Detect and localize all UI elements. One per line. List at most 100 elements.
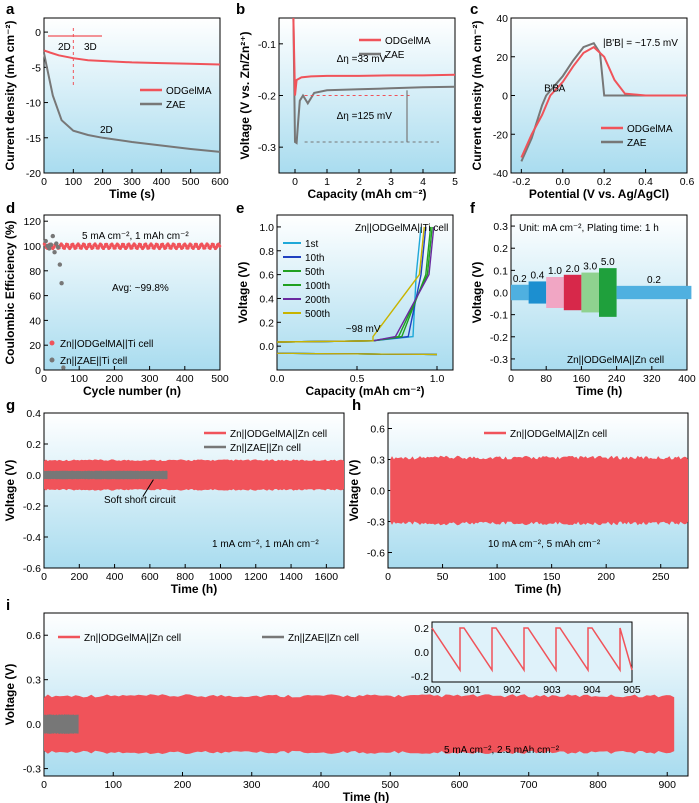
y-tick-label: 40 [496,13,508,25]
x-tick-label: 4 [420,176,426,188]
x-tick-label: 300 [123,176,141,188]
x-tick-label: 1200 [244,571,268,583]
legend-zae-marker [49,357,55,363]
y-axis-label: Voltage (V) [236,262,250,324]
x-tick-label: 250 [652,571,670,583]
point-odgelma [116,243,120,247]
x-axis-label: Time (h) [515,582,561,596]
point-odgelma [138,242,143,247]
panel-letter-g: g [6,397,15,414]
x-tick-label: 1 [324,176,330,188]
series-zae-line [292,17,456,145]
y-tick-label: 0.6 [26,630,41,642]
inset-area [431,621,633,683]
point-odgelma [155,243,159,247]
x-axis-label: Cycle number (n) [83,384,181,398]
panel-letter-f: f [470,200,476,217]
series-zae-line [520,41,687,162]
series-odgelma-line [520,45,687,158]
inset-x-tick: 905 [623,684,641,696]
y-tick-label: 0.4 [259,293,274,305]
point-odgelma [52,245,56,249]
y-tick-label: 0.1 [493,265,508,277]
point-odgelma [86,245,90,249]
x-tick-label: 0.6 [680,176,695,188]
series-odgelma-band [44,459,344,491]
annotation-conditions: 5 mA cm⁻², 2.5 mAh cm⁻² [444,745,560,756]
x-axis-label: Time (s) [109,187,155,201]
legend-odgelma: ODGelMA [166,86,212,97]
annotation-a: A [559,84,566,95]
point-odgelma [189,243,193,247]
legend-odgelma: ODGelMA [627,124,673,135]
x-tick-label: 0 [41,176,47,188]
y-tick-label: 0.6 [370,424,385,436]
x-tick-label: 200 [106,373,124,385]
x-tick-label: 0 [385,571,391,583]
x-tick-label: 900 [658,779,676,791]
x-tick-label: 200 [597,571,615,583]
x-tick-label: 1.0 [430,373,445,385]
point-odgelma [130,246,134,250]
x-tick-label: 240 [608,373,626,385]
x-tick-label: 0.0 [555,176,570,188]
legend-zae: ZAE [385,50,405,61]
plot-area-e [276,214,454,371]
y-tick-label: -0.2 [23,501,41,513]
x-tick-label: 200 [174,779,192,791]
point-odgelma [167,243,171,248]
point-odgelma [142,245,146,249]
y-tick-label: 0.6 [259,270,274,282]
x-tick-label: 0 [41,779,47,791]
y-axis-label: Current density (mA cm⁻²) [3,21,17,171]
point-odgelma [82,243,87,247]
legend-odgelma: Zn||ODGelMA||Ti cell [60,339,153,350]
y-axis-label: Voltage (V) [3,664,17,726]
y-tick-label: -40 [493,168,508,180]
point-odgelma [172,243,176,247]
point-zae [57,262,63,267]
panel-h: h 0 50 100 150 200 250 0.6 0.3 0.0 -0.3 -0.6 Time (h… [347,397,689,596]
y-tick-label: 0.0 [259,341,274,353]
panel-b: b 0 1 2 3 4 5 -0.1 -0.2 -0.3 Capacity (mAh cm⁻²) Vo… [236,1,458,201]
block-label-1: 0.4 [530,270,544,281]
y-tick-label: 0.2 [259,317,274,329]
series-discharge-500th [276,352,438,356]
x-tick-label: 500 [182,176,200,188]
point-odgelma [206,243,210,247]
y-tick-label: 0.3 [493,221,508,233]
x-tick-label: 2 [356,176,362,188]
x-tick-label: 100 [65,176,83,188]
x-tick-label: 400 [678,373,696,385]
y-tick-label: -0.3 [258,142,276,154]
x-tick-label: 400 [106,571,124,583]
x-tick-label: 150 [543,571,561,583]
y-axis-label: Coulombic Efficiency (%) [3,220,17,364]
y-tick-label: 60 [29,291,41,303]
panel-letter-b: b [236,1,245,18]
y-tick-label: -10 [26,98,41,110]
y-tick-label: 0.0 [26,470,41,482]
y-tick-label: -0.6 [367,548,385,560]
y-tick-label: 0.4 [26,408,41,420]
y-tick-label: -0.3 [490,354,508,366]
panel-letter-c: c [470,1,478,18]
y-tick-label: -0.2 [258,91,276,103]
y-tick-label: -15 [26,133,41,145]
point-odgelma [91,246,95,250]
legend-odgelma: ODGelMA [385,36,431,47]
x-tick-label: 400 [153,176,171,188]
y-axis-label: Voltage (V) [470,262,484,324]
x-tick-label: 600 [211,176,229,188]
legend-100th: 100th [305,281,330,292]
legend-zae: Zn||ZAE||Zn cell [288,633,359,644]
y-tick-label: 1.0 [259,222,274,234]
annotation-conditions: 5 mA cm⁻², 1 mAh cm⁻² [82,231,189,242]
x-tick-label: 600 [451,779,469,791]
legend-zae: ZAE [627,138,647,149]
point-odgelma [211,242,215,247]
inset-x-tick: 901 [463,684,481,696]
block-2 [546,277,564,308]
panel-letter-e: e [236,200,244,217]
y-tick-label: -0.3 [367,517,385,529]
